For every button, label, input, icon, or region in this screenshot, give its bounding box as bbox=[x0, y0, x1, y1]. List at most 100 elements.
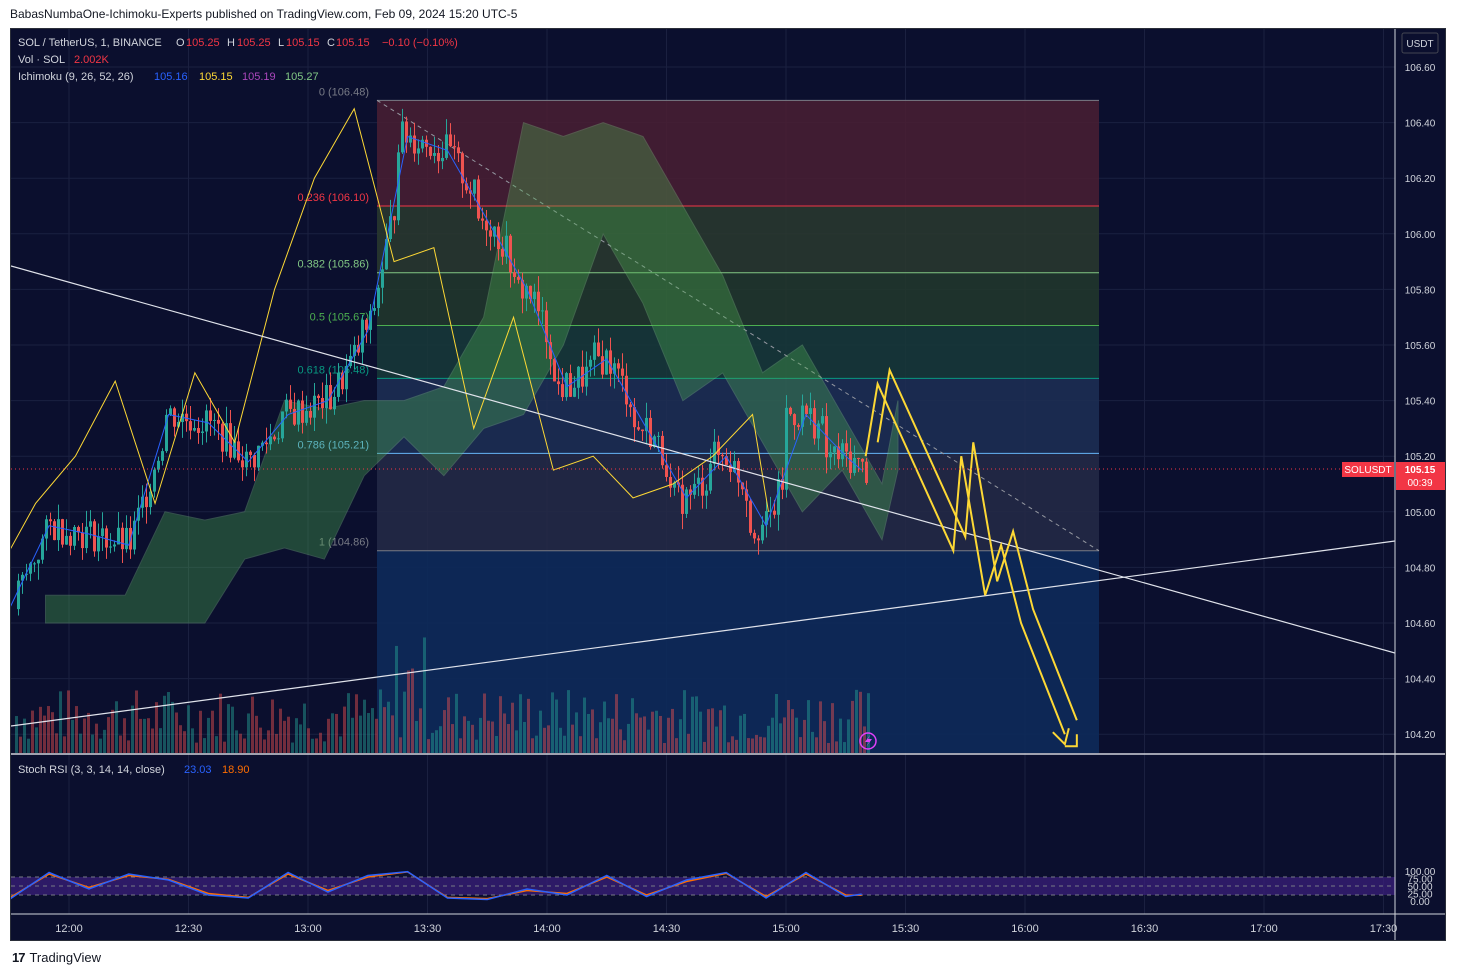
currency-button[interactable]: USDT bbox=[1401, 32, 1439, 54]
price-tick-label: 106.00 bbox=[1405, 230, 1436, 241]
volume-bar bbox=[291, 742, 294, 753]
tradingview-logo-icon[interactable]: 17 bbox=[12, 950, 26, 965]
volume-bar bbox=[799, 737, 802, 753]
candle-body bbox=[817, 423, 820, 439]
chart-frame[interactable]: 0 (106.48) 0.236 (106.10) 0.382 (105.86) 0.… bbox=[10, 28, 1446, 941]
footer-brand[interactable]: TradingView bbox=[29, 950, 102, 965]
conversion-line bbox=[11, 135, 863, 607]
volume-bar bbox=[831, 703, 834, 753]
stoch-tick-label: 75.00 bbox=[1407, 875, 1432, 886]
candle-body bbox=[93, 521, 96, 552]
volume-bar bbox=[403, 691, 406, 753]
projection-path[interactable] bbox=[864, 366, 1078, 748]
volume-bar bbox=[447, 697, 450, 753]
volume-bar bbox=[343, 706, 346, 753]
candle-body bbox=[661, 435, 664, 466]
volume-bar bbox=[499, 696, 502, 753]
volume-bar bbox=[307, 728, 310, 753]
volume-bar bbox=[239, 733, 242, 753]
volume-bar bbox=[379, 689, 382, 753]
volume-bar bbox=[751, 738, 754, 753]
volume-bar bbox=[843, 742, 846, 753]
volume-bar bbox=[55, 733, 58, 753]
volume-bar bbox=[319, 732, 322, 753]
volume-bar bbox=[399, 737, 402, 753]
candle-body bbox=[317, 395, 320, 398]
volume-bar bbox=[255, 715, 258, 753]
fib-level-label: 0 (106.48) bbox=[319, 86, 369, 98]
volume-bar bbox=[583, 697, 586, 753]
candle-body bbox=[741, 482, 744, 490]
candle-body bbox=[497, 226, 500, 250]
candle-body bbox=[761, 524, 764, 541]
time-axis[interactable]: 12:00 12:30 13:00 13:30 14:00 14:30 15:00 15:30… bbox=[55, 923, 1397, 935]
candle-body bbox=[229, 423, 232, 458]
volume-bar bbox=[155, 702, 158, 753]
volume-bar bbox=[415, 720, 418, 753]
candle-body bbox=[453, 146, 456, 148]
trend-lines[interactable] bbox=[11, 265, 1395, 727]
chart-legend: SOL / TetherUS, 1, BINANCE O 105.25 H 10… bbox=[18, 37, 458, 83]
candle-body bbox=[697, 477, 700, 484]
candle-body bbox=[617, 363, 620, 369]
volume-bar bbox=[259, 727, 262, 753]
price-tick-label: 104.20 bbox=[1405, 730, 1436, 741]
candle-body bbox=[485, 220, 488, 231]
candle-body bbox=[237, 441, 240, 461]
candle-body bbox=[81, 532, 84, 549]
volume-bar bbox=[187, 705, 190, 753]
volume-bar bbox=[475, 739, 478, 753]
volume-bar bbox=[223, 741, 226, 753]
candle-body bbox=[97, 536, 100, 552]
candle-body bbox=[145, 496, 148, 508]
volume-bar bbox=[131, 705, 134, 753]
stoch-rsi-pane[interactable] bbox=[11, 870, 1395, 901]
candle-body bbox=[429, 146, 432, 156]
fib-zone bbox=[377, 272, 1099, 326]
price-tick-label: 105.00 bbox=[1405, 508, 1436, 519]
time-tick-label: 13:00 bbox=[294, 923, 322, 935]
time-tick-label: 16:30 bbox=[1131, 923, 1159, 935]
volume-bar bbox=[271, 699, 274, 753]
fib-level-label: 0.382 (105.86) bbox=[297, 259, 369, 271]
candle-body bbox=[293, 408, 296, 425]
volume-bar bbox=[15, 716, 18, 753]
chart-svg[interactable]: 0 (106.48) 0.236 (106.10) 0.382 (105.86) 0.… bbox=[11, 29, 1445, 940]
candle-body bbox=[529, 285, 532, 300]
volume-bar bbox=[659, 715, 662, 753]
candle-body bbox=[449, 134, 452, 147]
volume-bar bbox=[495, 736, 498, 753]
lightning-icon[interactable] bbox=[859, 732, 877, 750]
fib-zone bbox=[377, 325, 1099, 379]
candle-body bbox=[433, 152, 436, 156]
volume-bar bbox=[147, 718, 150, 753]
fib-retracement[interactable]: 0 (106.48) 0.236 (106.10) 0.382 (105.86) 0.… bbox=[297, 86, 1100, 753]
currency-label: USDT bbox=[1406, 39, 1433, 50]
volume-bar bbox=[823, 721, 826, 753]
ichimoku-conversion-value: 105.16 bbox=[154, 71, 188, 83]
ohlc-l-value: 105.15 bbox=[286, 37, 320, 49]
volume-bar bbox=[367, 713, 370, 753]
volume-bar bbox=[615, 694, 618, 753]
volume-bar bbox=[847, 719, 850, 753]
candle-body bbox=[545, 310, 548, 343]
candle-body bbox=[669, 476, 672, 488]
candle-body bbox=[209, 410, 212, 421]
price-axis[interactable]: 106.60 106.40 106.20 106.00 105.80 105.60 105.… bbox=[1405, 63, 1436, 908]
ohlc-l-label: L bbox=[278, 37, 284, 49]
volume-bar bbox=[283, 720, 286, 753]
candle-body bbox=[177, 422, 180, 427]
volume-bar bbox=[99, 738, 102, 753]
volume-bar bbox=[199, 710, 202, 753]
candle-body bbox=[853, 457, 856, 473]
candle-body bbox=[849, 451, 852, 473]
volume-bar bbox=[287, 716, 290, 753]
candle-body bbox=[729, 464, 732, 473]
price-tick-label: 105.80 bbox=[1405, 285, 1436, 296]
descending-trend-line bbox=[11, 265, 1395, 654]
candle-body bbox=[785, 407, 788, 490]
candle-body bbox=[457, 147, 460, 154]
volume-bar bbox=[59, 691, 62, 753]
candle-body bbox=[633, 407, 636, 428]
stoch-tick-label: 50.00 bbox=[1407, 882, 1432, 893]
